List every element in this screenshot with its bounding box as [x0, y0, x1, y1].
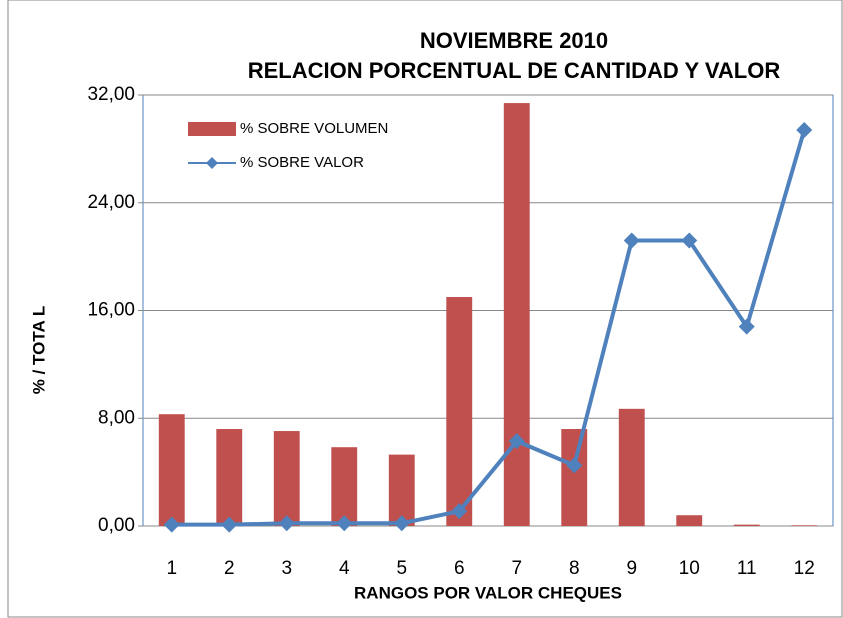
line-marker — [566, 457, 583, 474]
x-tick-label: 6 — [454, 558, 465, 579]
y-tick-label: 0,00 — [98, 515, 135, 536]
legend-swatch — [206, 157, 218, 169]
x-tick-label: 7 — [511, 558, 522, 579]
line-marker — [681, 232, 698, 249]
y-tick-label: 8,00 — [98, 407, 135, 428]
x-tick-label: 4 — [339, 558, 350, 579]
x-tick-label: 12 — [794, 558, 815, 579]
legend-label: % SOBRE VOLUMEN — [240, 120, 388, 137]
bar — [733, 524, 760, 526]
line-marker — [163, 516, 180, 533]
line-marker — [221, 516, 238, 533]
bar — [618, 408, 645, 526]
bar — [503, 103, 530, 527]
x-tick-label: 1 — [166, 558, 177, 579]
bar — [331, 447, 358, 526]
x-tick-label: 2 — [224, 558, 235, 579]
x-tick-label: 11 — [737, 558, 757, 579]
x-tick-label: 10 — [679, 558, 700, 579]
line-marker — [738, 318, 755, 335]
x-axis-title: RANGOS POR VALOR CHEQUES — [354, 583, 622, 602]
y-tick-label: 24,00 — [87, 192, 135, 213]
bar — [273, 431, 300, 526]
line-marker — [508, 433, 525, 450]
bar — [446, 297, 473, 526]
x-tick-label: 8 — [569, 558, 580, 579]
y-axis-title: % / TOTA L — [29, 306, 48, 394]
bar — [561, 429, 588, 526]
chart-title: RELACION PORCENTUAL DE CANTIDAD Y VALOR — [248, 58, 781, 83]
line-marker — [796, 122, 813, 139]
bar — [388, 454, 415, 526]
y-tick-label: 32,00 — [87, 84, 135, 105]
line-marker — [451, 503, 468, 520]
bar — [216, 429, 243, 526]
x-tick-label: 5 — [396, 558, 407, 579]
x-tick-label: 3 — [281, 558, 292, 579]
bar — [158, 414, 185, 526]
legend-label: % SOBRE VALOR — [240, 154, 364, 171]
bar — [791, 525, 818, 526]
y-tick-label: 16,00 — [87, 300, 135, 321]
line — [171, 129, 807, 527]
bar — [676, 515, 703, 526]
line-marker — [393, 515, 410, 532]
x-tick-label: 9 — [626, 558, 637, 579]
chart-title: NOVIEMBRE 2010 — [420, 28, 608, 53]
line-marker — [623, 232, 640, 249]
chart-frame — [7, 0, 843, 618]
legend-swatch — [188, 122, 236, 136]
line-marker — [336, 515, 353, 532]
line-marker — [278, 515, 295, 532]
